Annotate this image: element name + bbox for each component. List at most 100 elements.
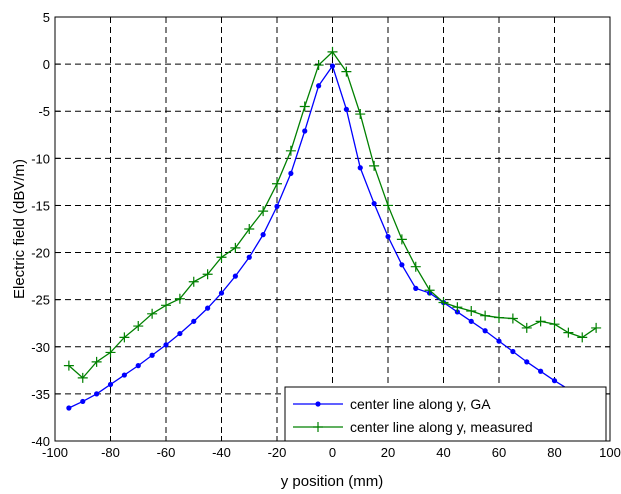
x-tick-label: -100 [42, 445, 68, 460]
data-point [355, 109, 366, 120]
data-point [396, 234, 407, 245]
data-point [327, 46, 338, 57]
data-point [424, 285, 435, 296]
data-point [232, 273, 238, 279]
data-point [94, 391, 100, 397]
data-point [510, 348, 516, 355]
data-point [438, 297, 449, 308]
legend-label: center line along y, GA [350, 396, 491, 412]
x-tick-label: 0 [329, 445, 336, 460]
y-tick-label: -10 [31, 151, 50, 166]
data-point [218, 290, 225, 296]
data-point [591, 322, 602, 333]
data-point [466, 305, 477, 316]
data-point [105, 347, 116, 358]
data-point [299, 101, 310, 112]
data-point [177, 330, 183, 337]
legend-entry: center line along y, measured [293, 419, 533, 435]
data-point [313, 60, 324, 71]
data-point [369, 160, 380, 171]
data-point [329, 63, 336, 69]
data-point [77, 372, 88, 383]
data-point [80, 398, 86, 405]
x-tick-label: -60 [157, 445, 176, 460]
x-tick-label: 60 [492, 445, 506, 460]
data-point [119, 332, 130, 343]
y-tick-label: -25 [31, 293, 50, 308]
data-point [316, 83, 322, 89]
data-point [302, 128, 308, 134]
data-point [468, 318, 474, 324]
legend-entry: center line along y, GA [293, 396, 491, 412]
y-axis-title: Electric field (dBV/m) [11, 159, 28, 299]
data-point [315, 401, 321, 407]
legend-box [284, 386, 607, 442]
x-tick-label: 20 [381, 445, 395, 460]
y-tick-label: 5 [43, 10, 50, 25]
data-point [202, 269, 213, 280]
legend: center line along y, GA center line along… [284, 386, 607, 442]
ticks: -100 -80 -60 -40 -20 0 20 40 60 80 100 5 0 -5 -10 -15 -2… [31, 10, 621, 460]
data-point [149, 352, 155, 358]
data-point [507, 313, 518, 324]
data-point [63, 360, 74, 371]
series-1 [66, 63, 599, 411]
series-layer [63, 46, 602, 411]
x-tick-label: 40 [436, 445, 450, 460]
data-point [135, 363, 141, 369]
data-point [147, 308, 158, 319]
data-point [244, 224, 255, 234]
data-point [551, 378, 558, 384]
x-tick-label: -40 [212, 445, 231, 460]
data-point [549, 319, 560, 330]
data-point [205, 305, 211, 311]
data-point [399, 262, 405, 268]
data-point [452, 302, 463, 313]
data-point [174, 293, 185, 304]
data-point [260, 232, 266, 238]
y-tick-label: -30 [31, 340, 50, 355]
y-tick-label: 0 [43, 57, 50, 72]
data-point [133, 321, 144, 332]
data-point [341, 66, 352, 77]
x-axis-title: y position (mm) [281, 473, 384, 490]
data-point [163, 342, 169, 348]
data-point [577, 332, 588, 343]
data-point [107, 381, 114, 388]
data-point [383, 200, 393, 211]
data-point [246, 254, 252, 260]
data-point [161, 300, 171, 311]
data-point [535, 316, 546, 327]
x-tick-label: -80 [101, 445, 120, 460]
x-tick-label: 100 [599, 445, 621, 460]
y-tick-label: -15 [31, 198, 50, 213]
data-point [216, 252, 227, 263]
x-tick-label: -20 [268, 445, 287, 460]
data-point [274, 203, 280, 209]
data-point [288, 170, 294, 177]
data-point [191, 318, 197, 324]
data-point [494, 312, 504, 323]
data-point [343, 106, 349, 112]
grid [55, 17, 610, 441]
data-point [121, 372, 127, 378]
data-point [285, 145, 296, 156]
x-tick-label: 80 [547, 445, 561, 460]
data-point [371, 200, 377, 207]
data-point [66, 405, 72, 411]
data-point [385, 233, 391, 240]
data-point [521, 322, 532, 333]
data-point [538, 368, 544, 374]
data-point [272, 178, 282, 189]
data-point [524, 359, 530, 365]
data-point [91, 356, 102, 367]
data-point [188, 276, 199, 287]
data-point [313, 422, 323, 432]
data-point [413, 285, 419, 291]
y-tick-label: -5 [38, 104, 50, 119]
data-point [482, 328, 488, 334]
y-tick-label: -20 [31, 246, 50, 261]
data-point [357, 165, 363, 171]
series-2 [63, 46, 602, 383]
